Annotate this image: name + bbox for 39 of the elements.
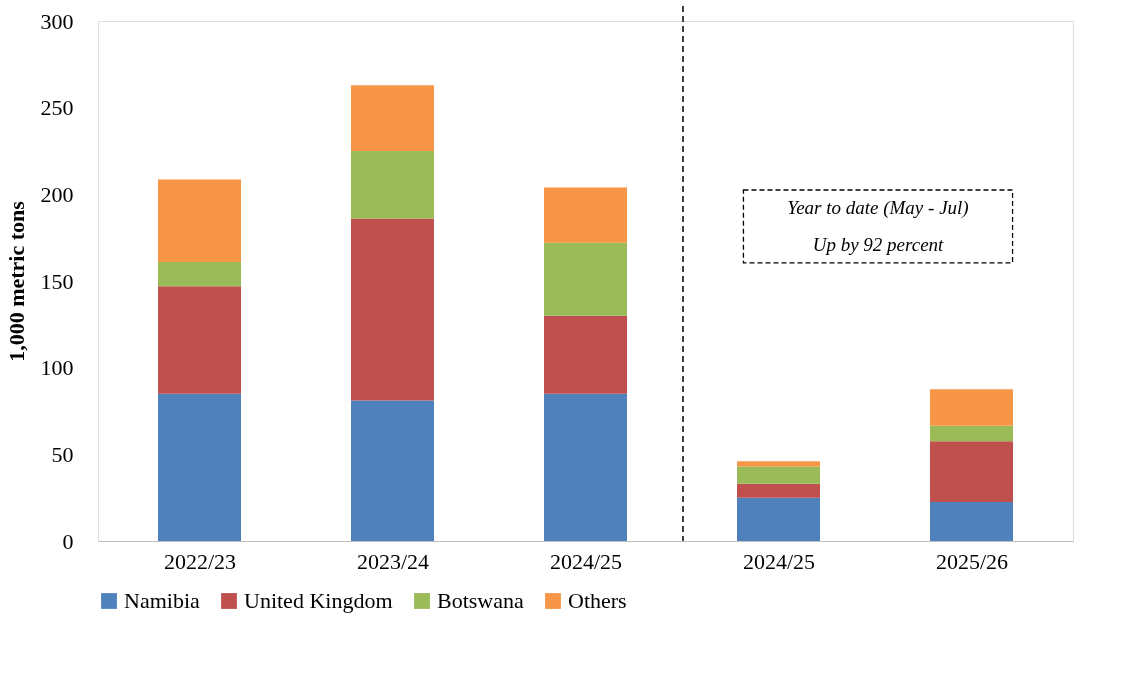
x-tick-label: 2023/24 [356,548,430,574]
y-axis-title: 1,000 metric tons [3,200,29,362]
bar [930,389,1013,426]
bar [737,497,820,541]
y-tick-label: 250 [40,95,74,121]
bar [158,179,241,262]
legend-label: Botswana [437,588,524,613]
bar [544,393,627,541]
legend-label: United Kingdom [244,588,393,613]
y-tick-label: 0 [62,528,74,554]
bar [351,85,434,151]
bar [737,461,820,467]
x-tick-label: 2025/26 [935,548,1009,574]
y-tick-label: 150 [40,268,74,294]
bar [158,393,241,541]
legend-label: Namibia [124,588,200,613]
bar [930,502,1013,541]
bar [930,441,1013,502]
bar [158,261,241,287]
bar [544,315,627,394]
y-tick-label: 300 [40,8,74,34]
bar [737,483,820,498]
bar [351,400,434,541]
y-tick-label: 50 [51,441,74,467]
annotation: Up by 92 percent [812,233,945,255]
y-tick-label: 100 [40,355,74,381]
bar [351,151,434,219]
legend-label: Others [568,588,627,613]
x-tick-label: 2022/23 [163,548,237,574]
bar [158,286,241,394]
bar [544,242,627,316]
y-tick-label: 200 [40,181,74,207]
bar [351,218,434,401]
bar [544,187,627,243]
bar [737,466,820,484]
annotation: Year to date (May - Jul) [787,197,969,220]
x-tick-label: 2024/25 [549,548,623,574]
x-tick-label: 2024/25 [742,548,816,574]
bar [930,425,1013,442]
